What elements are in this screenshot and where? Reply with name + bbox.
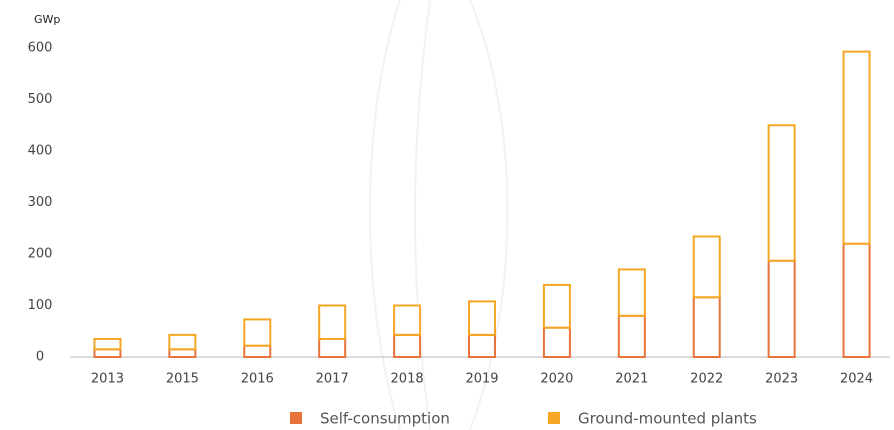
bar-segment [93, 337, 122, 351]
bar-segment [243, 344, 272, 359]
bar-segment [393, 304, 422, 336]
bar-segment [168, 333, 197, 351]
y-tick-label: 300 [28, 195, 53, 210]
bar-segment [617, 268, 646, 317]
x-tick-label: 2021 [615, 372, 648, 387]
x-tick-label: 2023 [765, 372, 798, 387]
bar-segment [617, 314, 646, 358]
y-tick-label: 400 [28, 144, 53, 159]
bar-segment [842, 50, 871, 245]
bar-segment [542, 326, 571, 358]
bar-segment [318, 337, 347, 359]
legend-swatch [548, 412, 560, 424]
bar-segment [318, 304, 347, 340]
y-tick-label: 500 [28, 92, 53, 107]
unit-label: GWp [34, 13, 60, 26]
bar-segment [243, 318, 272, 347]
x-tick-label: 2013 [91, 372, 124, 387]
bar-segment [767, 259, 796, 359]
x-tick-label: 2020 [540, 372, 573, 387]
x-tick-label: 2016 [241, 372, 274, 387]
bar-segment [542, 283, 571, 329]
x-tick-label: 2015 [166, 372, 199, 387]
x-tick-label: 2024 [840, 372, 873, 387]
bar-segment [468, 333, 496, 359]
y-tick-label: 100 [28, 298, 53, 313]
bar-segment [393, 333, 422, 359]
x-tick-label: 2022 [690, 372, 723, 387]
x-tick-label: 2019 [465, 372, 498, 387]
y-tick-label: 0 [36, 350, 44, 365]
bar-segment [692, 296, 721, 359]
legend-swatch [290, 412, 302, 424]
legend-label: Self-consumption [320, 410, 450, 428]
bar-segment [692, 235, 721, 299]
x-tick-label: 2018 [391, 372, 424, 387]
legend-label: Ground-mounted plants [578, 410, 757, 428]
background-decoration [369, 0, 509, 430]
bar-segment [93, 348, 122, 358]
y-tick-label: 200 [28, 247, 53, 262]
x-tick-label: 2017 [316, 372, 349, 387]
y-tick-label: 600 [28, 41, 53, 56]
bar-segment [468, 300, 496, 336]
bar-segment [767, 124, 796, 262]
bar-segment [168, 348, 197, 358]
bar-segment [842, 242, 871, 358]
